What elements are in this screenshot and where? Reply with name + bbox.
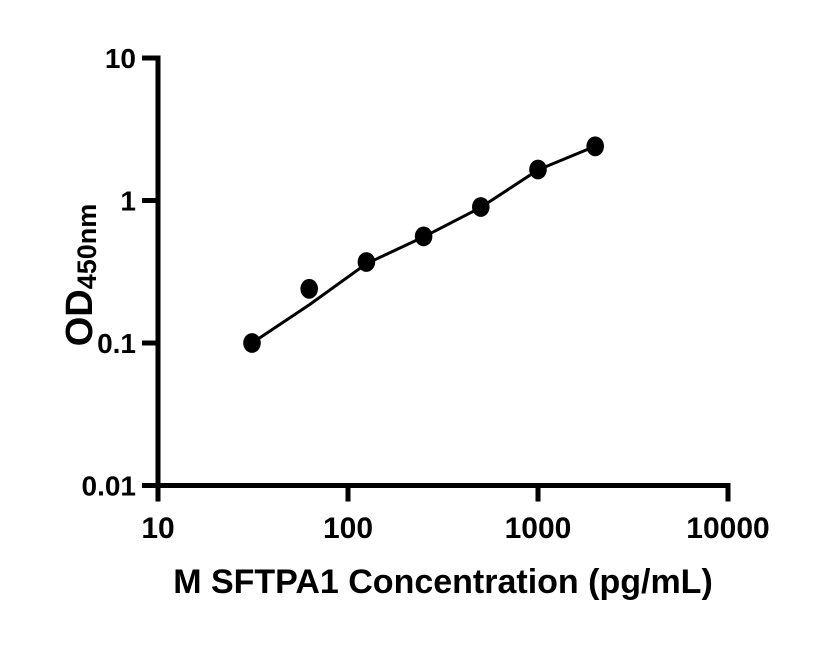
data-point <box>300 278 319 299</box>
y-axis-title-main: OD <box>59 289 101 346</box>
y-axis-title-subscript: 450nm <box>72 204 102 290</box>
x-tick-label: 100 <box>323 512 373 545</box>
x-tick-label: 10000 <box>686 512 769 545</box>
data-point <box>414 226 433 247</box>
y-tick-label: 10 <box>105 43 136 74</box>
y-axis-title: OD450nm <box>59 204 102 347</box>
data-point <box>586 136 604 157</box>
data-point <box>357 252 376 272</box>
x-axis-title: M SFTPA1 Concentration (pg/mL) <box>173 563 713 601</box>
y-tick-label: 0.01 <box>82 471 137 502</box>
y-tick-label: 0.1 <box>97 328 136 359</box>
data-point <box>529 159 547 180</box>
x-tick-label: 10 <box>141 512 174 545</box>
data-point <box>472 197 490 217</box>
y-tick-label: 1 <box>120 186 136 217</box>
x-tick-label: 1000 <box>505 512 572 545</box>
data-point <box>243 333 261 353</box>
